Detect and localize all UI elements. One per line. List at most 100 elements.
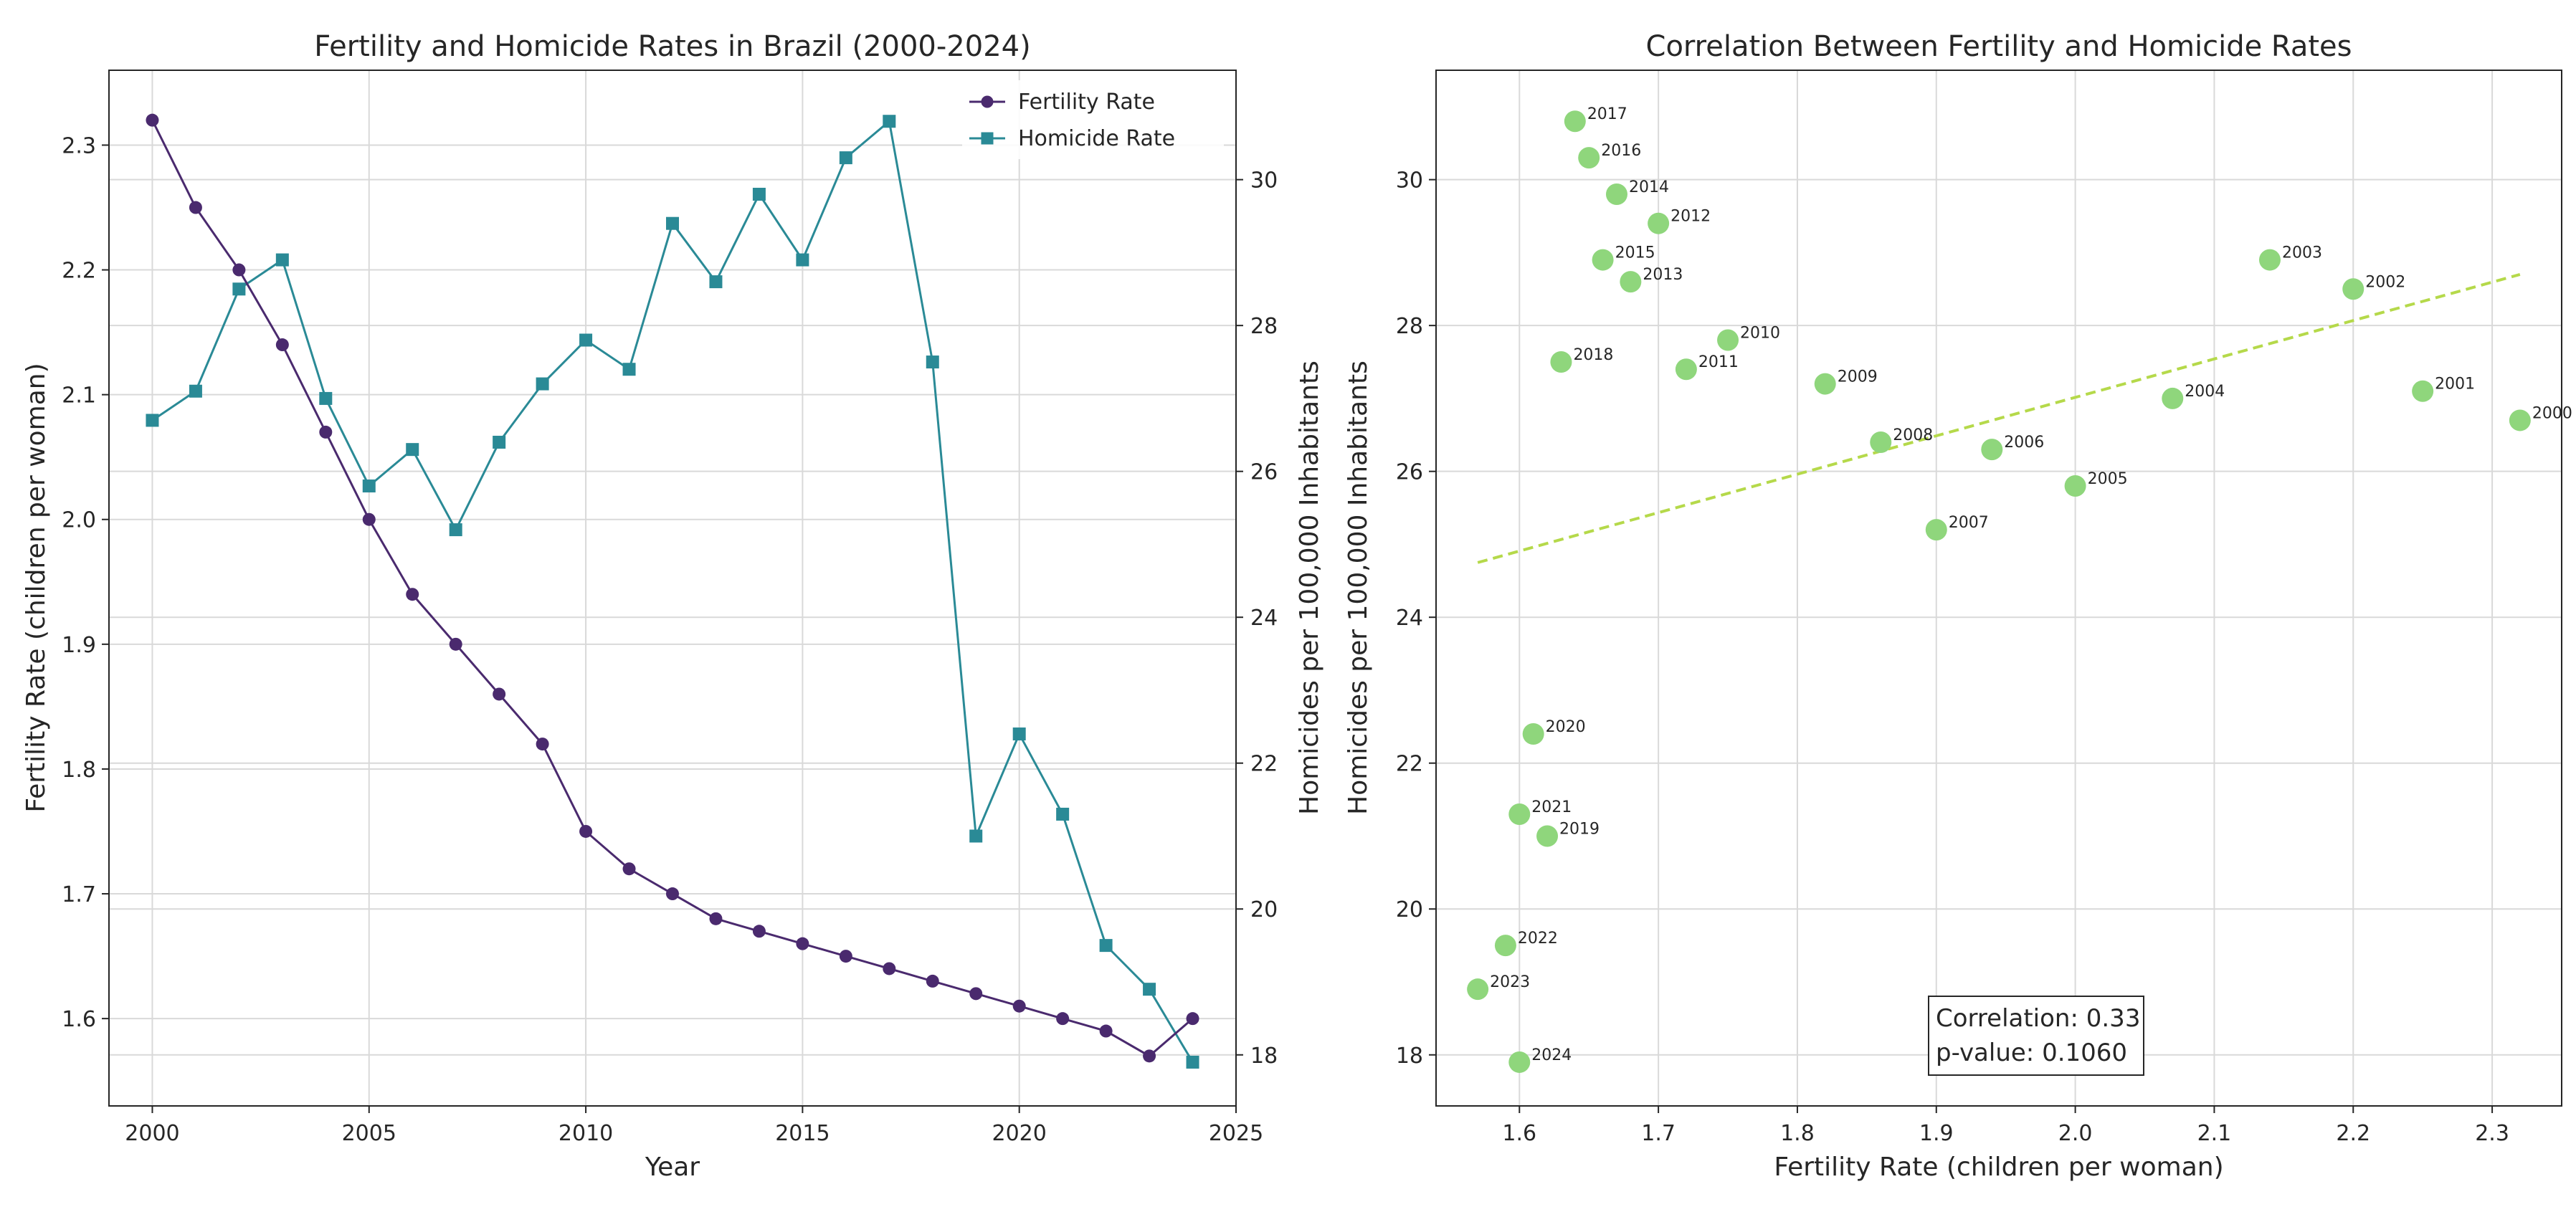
left-y2-tick-label: 18 xyxy=(1250,1044,1278,1069)
scatter-point-label: 2000 xyxy=(2532,404,2572,422)
fertility-rate-point xyxy=(1143,1049,1156,1063)
scatter-point xyxy=(2162,387,2184,409)
fertility-rate-point xyxy=(579,824,593,838)
fertility-rate-point xyxy=(839,950,852,963)
right-y-tick-label: 26 xyxy=(1396,460,1423,485)
p-value: p-value: 0.1060 xyxy=(1936,1039,2127,1067)
left-y-tick-label: 2.1 xyxy=(62,383,96,409)
fertility-rate-line xyxy=(151,119,1194,1058)
homicide-rate-point xyxy=(883,115,896,128)
scatter-point-label: 2008 xyxy=(1893,426,1933,444)
right-y-tick-label: 18 xyxy=(1396,1044,1423,1069)
fertility-rate-point xyxy=(362,512,376,526)
scatter-point xyxy=(1508,1051,1531,1073)
left-chart-frame xyxy=(108,70,1237,1107)
scatter-point-label: 2019 xyxy=(1559,820,1600,838)
fertility-rate-point xyxy=(666,887,679,901)
left-y2-tick-label: 24 xyxy=(1250,606,1278,631)
scatter-point-label: 2017 xyxy=(1587,105,1627,123)
homicide-rate-point xyxy=(1056,807,1070,821)
left-y-tick-label: 2.0 xyxy=(62,508,96,533)
legend-homicide-label: Homicide Rate xyxy=(1018,126,1175,151)
right-x-tick-label: 1.6 xyxy=(1502,1121,1536,1146)
scatter-point xyxy=(1508,803,1531,825)
right-y-tick-label: 28 xyxy=(1396,314,1423,339)
scatter-point xyxy=(1522,723,1544,745)
left-y-tick-label: 2.2 xyxy=(62,259,96,284)
fertility-rate-point xyxy=(709,912,723,925)
scatter-point xyxy=(1675,358,1697,381)
scatter-point xyxy=(1717,329,1739,351)
scatter-point xyxy=(2412,380,2434,402)
right-x-tick-label: 2.1 xyxy=(2197,1121,2232,1146)
homicide-rate-point xyxy=(1099,939,1113,953)
scatter-point xyxy=(2342,278,2364,300)
scatter-point xyxy=(2509,409,2531,431)
fertility-rate-point xyxy=(1056,1012,1070,1026)
scatter-point-label: 2020 xyxy=(1546,718,1586,736)
left-chart-y2-axis-label: Homicides per 100,000 Inhabitants xyxy=(1295,361,1324,815)
right-x-tick-label: 1.7 xyxy=(1641,1121,1676,1146)
left-y2-tick-label: 26 xyxy=(1250,460,1278,485)
homicide-rate-point xyxy=(449,523,462,537)
scatter-point xyxy=(1814,373,1836,395)
scatter-point-label: 2003 xyxy=(2282,244,2322,262)
fertility-rate-point xyxy=(189,201,202,214)
fertility-rate-point xyxy=(493,687,506,701)
left-chart-title: Fertility and Homicide Rates in Brazil (… xyxy=(314,30,1030,63)
right-y-tick-label: 30 xyxy=(1396,168,1423,194)
right-chart-title: Correlation Between Fertility and Homici… xyxy=(1646,30,2352,63)
legend-fertility-label: Fertility Rate xyxy=(1018,90,1155,115)
left-chart-ticks: 2000 2005 2010 2015 2020 2025 1.6 1.7 1.8 1.9 2.0 2… xyxy=(62,133,1278,1146)
fertility-rate-point xyxy=(1099,1024,1113,1038)
scatter-point-label: 2018 xyxy=(1573,346,1613,364)
right-chart-grid xyxy=(1436,70,2562,1106)
scatter-point-label: 2005 xyxy=(2088,470,2128,488)
scatter-point xyxy=(1592,249,1614,271)
left-y2-tick-label: 22 xyxy=(1250,752,1278,777)
scatter-point-label: 2011 xyxy=(1698,353,1739,371)
homicide-rate-point xyxy=(926,356,939,369)
scatter-point xyxy=(1870,431,1892,453)
scatter-point-label: 2014 xyxy=(1629,178,1669,196)
right-x-tick-label: 2.0 xyxy=(2058,1121,2093,1146)
right-chart-x-axis-label: Fertility Rate (children per woman) xyxy=(1774,1153,2223,1182)
scatter-point xyxy=(1605,183,1627,205)
scatter-point xyxy=(2064,475,2086,497)
legend-fertility-marker-icon xyxy=(981,95,994,108)
homicide-rate-point xyxy=(493,435,506,449)
right-x-tick-label: 1.9 xyxy=(1919,1121,1954,1146)
homicide-rate-point xyxy=(709,275,723,289)
scatter-point-label: 2022 xyxy=(1518,930,1558,948)
homicide-rate-line xyxy=(151,119,1194,1063)
left-y-tick-label: 1.7 xyxy=(62,882,96,907)
homicide-rate-point xyxy=(146,414,159,427)
scatter-point-label: 2012 xyxy=(1670,208,1711,226)
fertility-rate-point xyxy=(536,738,549,751)
scatter-point xyxy=(1620,271,1642,293)
correlation-annotation: Correlation: 0.33 p-value: 0.1060 xyxy=(1928,996,2144,1076)
homicide-rate-point xyxy=(189,384,202,398)
right-x-tick-label: 2.3 xyxy=(2475,1121,2509,1146)
scatter-point-label: 2016 xyxy=(1601,142,1641,160)
homicide-rate-point xyxy=(362,479,376,493)
left-y2-tick-label: 30 xyxy=(1250,168,1278,194)
homicide-rate-point xyxy=(232,282,246,296)
scatter-point-label: 2004 xyxy=(2185,383,2225,401)
fertility-rate-point xyxy=(232,263,246,277)
left-x-tick-label: 2015 xyxy=(775,1121,830,1146)
scatter-point-label: 2009 xyxy=(1838,368,1878,386)
right-chart-points: 2000 2001 2002 2003 2004 2005 2006 2007 2008 2009… xyxy=(1467,105,2572,1073)
left-y-tick-label: 2.3 xyxy=(62,133,96,158)
homicide-rate-point xyxy=(666,216,679,230)
homicide-rate-point xyxy=(752,187,766,201)
homicide-rate-point xyxy=(536,377,549,391)
left-x-tick-label: 2005 xyxy=(342,1121,396,1146)
left-x-tick-label: 2000 xyxy=(125,1121,179,1146)
scatter-point xyxy=(1981,439,2003,461)
left-chart-legend: Fertility Rate Homicide Rate xyxy=(962,80,1224,159)
homicide-rate-point xyxy=(579,333,593,347)
